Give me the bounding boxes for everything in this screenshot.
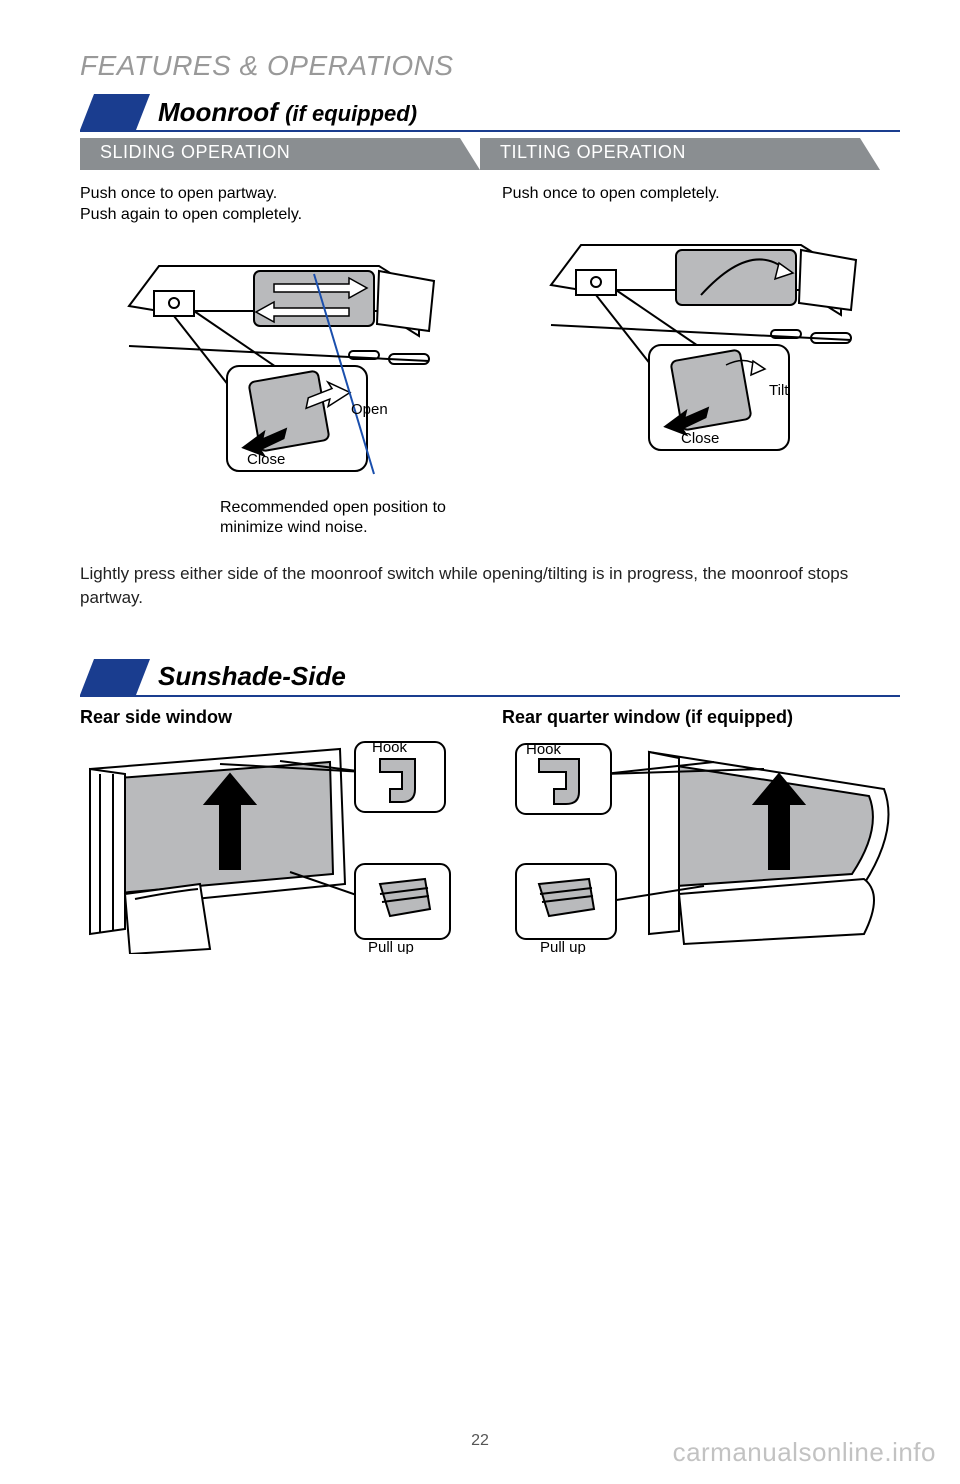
rear-side-diagram: Hook Pull up — [80, 734, 480, 954]
rear-quarter-heading: Rear quarter window (if equipped) — [502, 707, 900, 728]
moonroof-title: Moonroof (if equipped) — [158, 97, 417, 128]
label-hook-2: Hook — [526, 741, 562, 758]
sliding-column: Push once to open partway. Push again to… — [80, 184, 478, 538]
sunshade-title-row: Sunshade-Side — [80, 659, 900, 697]
label-hook-1: Hook — [372, 739, 408, 756]
tab-sliding-label: SLIDING OPERATION — [100, 142, 290, 163]
operation-tabs: SLIDING OPERATION TILTING OPERATION — [80, 138, 900, 170]
watermark: carmanualsonline.info — [673, 1437, 936, 1468]
sunshade-subheads: Rear side window Rear quarter window (if… — [80, 707, 900, 728]
label-pullup-2: Pull up — [540, 939, 586, 954]
moonroof-title-sub: (if equipped) — [285, 101, 417, 126]
moonroof-title-row: Moonroof (if equipped) — [80, 94, 900, 132]
tilting-diagram: Tilt Close — [502, 215, 900, 475]
title-skew-icon — [80, 94, 150, 130]
sunshade-section: Sunshade-Side Rear side window Rear quar… — [80, 659, 900, 954]
moonroof-columns: Push once to open partway. Push again to… — [80, 184, 900, 538]
tab-sliding: SLIDING OPERATION — [80, 138, 480, 170]
moonroof-title-main: Moonroof — [158, 97, 278, 127]
rear-side-heading: Rear side window — [80, 707, 478, 728]
tab-tilting-label: TILTING OPERATION — [500, 142, 686, 163]
tilting-column: Push once to open completely. — [502, 184, 900, 538]
title-skew-icon-2 — [80, 659, 150, 695]
label-pullup-1: Pull up — [368, 939, 414, 954]
sliding-line1: Push once to open partway. — [80, 185, 277, 202]
sliding-line2: Push again to open completely. — [80, 206, 302, 223]
sunshade-diagrams: Hook Pull up — [80, 734, 900, 954]
section-header: FEATURES & OPERATIONS — [80, 50, 900, 82]
tab-tilting: TILTING OPERATION — [480, 138, 880, 170]
recommended-caption: Recommended open position to minimize wi… — [220, 498, 478, 538]
label-tilt: Tilt — [769, 382, 789, 399]
moonroof-body-note: Lightly press either side of the moonroo… — [80, 562, 900, 611]
sliding-instruction: Push once to open partway. Push again to… — [80, 184, 478, 226]
label-close-2: Close — [681, 430, 719, 447]
tilting-instruction: Push once to open completely. — [502, 184, 900, 205]
label-close: Close — [247, 451, 285, 468]
rear-quarter-diagram: Hook Pull up — [504, 734, 904, 954]
label-open: Open — [351, 401, 388, 418]
sunshade-title: Sunshade-Side — [158, 661, 346, 692]
sliding-diagram: Open Close — [80, 236, 478, 496]
